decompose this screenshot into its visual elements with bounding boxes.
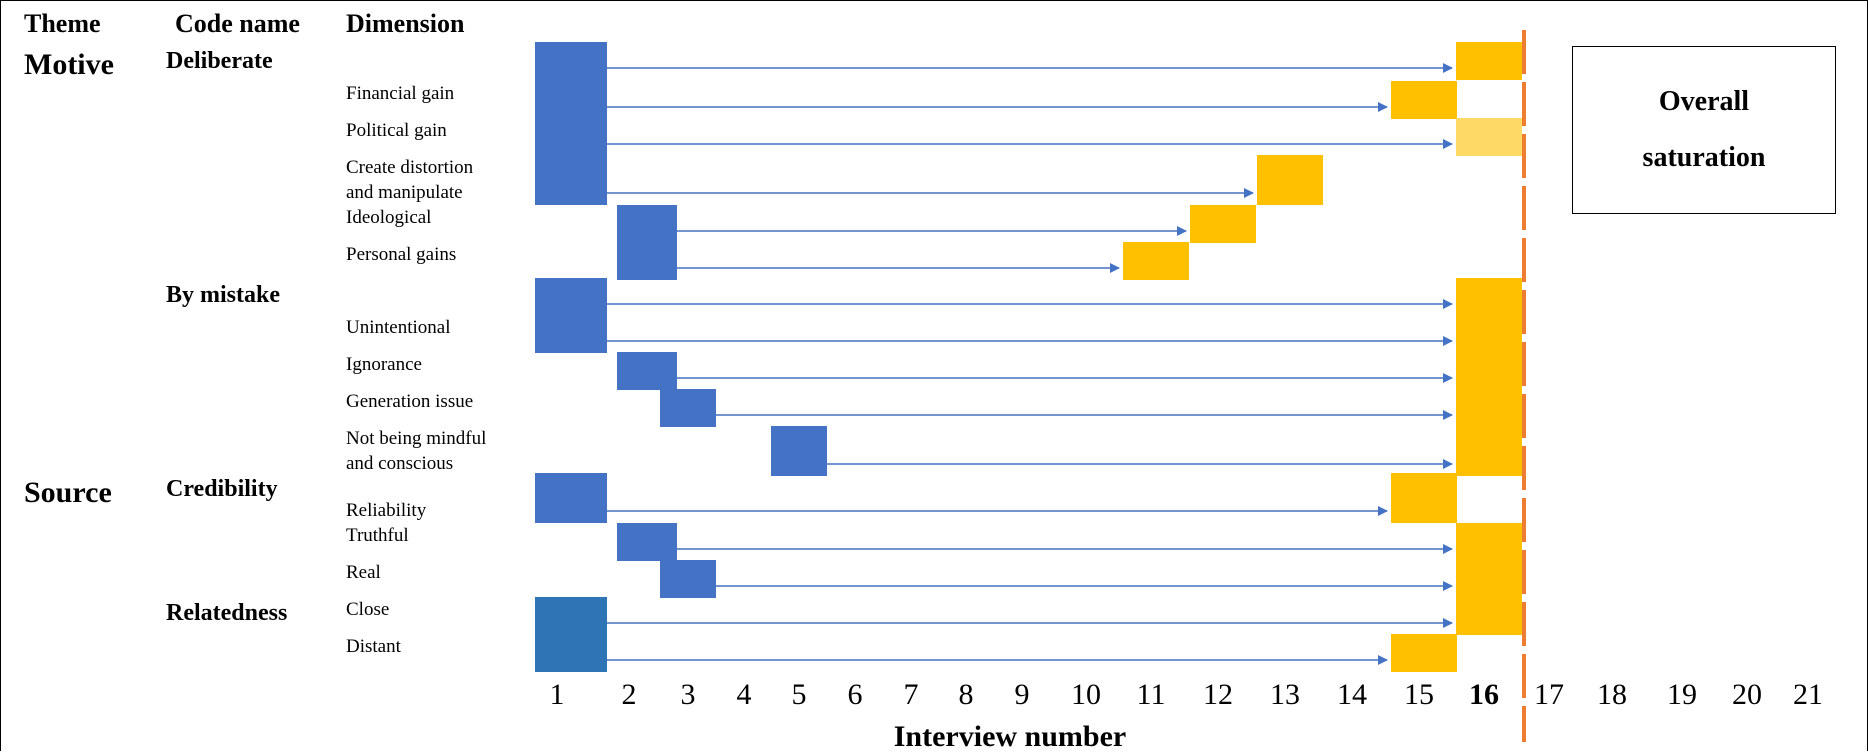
x-tick-label: 5: [791, 678, 807, 711]
x-axis-label: Interview number: [893, 720, 1127, 753]
dim-personal-gains: Personal gains: [346, 244, 457, 265]
dim-close: Close: [346, 599, 390, 620]
x-tick-label: 10: [1071, 678, 1101, 711]
saturation-block: [1123, 242, 1189, 280]
overall-saturation-line1: Overall: [1658, 86, 1750, 117]
code-by-mistake: By mistake: [166, 282, 280, 308]
x-tick-label: 9: [1014, 678, 1030, 711]
x-tick-label: 19: [1667, 678, 1697, 711]
header-code-name: Code name: [175, 9, 300, 38]
dim-not-being-mindful: Not being mindful: [346, 428, 487, 449]
dim-ideological: Ideological: [346, 207, 432, 228]
saturation-block: [1391, 473, 1457, 523]
dim-truthful: Truthful: [346, 525, 409, 546]
x-tick-label: 18: [1597, 678, 1627, 711]
dim-financial-gain: Financial gain: [346, 83, 455, 104]
saturation-block: [1456, 118, 1522, 156]
first-mention-block: [535, 473, 607, 523]
first-mention-block: [535, 597, 607, 672]
x-tick-label: 1: [549, 678, 565, 711]
dim-create-distortion: Create distortion: [346, 157, 474, 178]
saturation-block: [1456, 42, 1522, 80]
saturation-block: [1190, 205, 1256, 243]
first-mention-block: [660, 389, 716, 427]
x-tick-label: 16: [1469, 678, 1499, 711]
theme-motive: Motive: [24, 48, 114, 81]
x-tick-label: 21: [1793, 678, 1823, 711]
first-mention-block: [535, 278, 607, 353]
x-tick-label: 12: [1203, 678, 1233, 711]
first-mention-block: [771, 426, 827, 476]
saturation-block: [1391, 81, 1457, 119]
x-tick-label: 6: [847, 678, 863, 711]
first-mention-block: [617, 205, 677, 280]
saturation-block: [1456, 278, 1522, 476]
x-tick-label: 7: [903, 678, 919, 711]
theme-source: Source: [24, 476, 112, 509]
first-mention-block: [617, 523, 677, 561]
x-tick-label: 2: [621, 678, 637, 711]
x-tick-label: 17: [1534, 678, 1564, 711]
dim-political-gain: Political gain: [346, 120, 447, 141]
dim-ignorance: Ignorance: [346, 354, 422, 375]
code-deliberate: Deliberate: [166, 48, 273, 74]
code-credibility: Credibility: [166, 476, 278, 502]
x-tick-label: 15: [1404, 678, 1434, 711]
x-tick-label: 14: [1337, 678, 1367, 711]
first-mention-block: [535, 42, 607, 205]
dim-reliability: Reliability: [346, 500, 427, 521]
saturation-block: [1456, 523, 1522, 635]
dim-real: Real: [346, 562, 381, 583]
saturation-block: [1257, 155, 1323, 205]
overall-saturation-box: Overall saturation: [1572, 46, 1836, 214]
x-tick-label: 4: [736, 678, 752, 711]
overall-saturation-line2: saturation: [1642, 142, 1766, 173]
first-mention-block: [617, 352, 677, 390]
x-tick-label: 8: [958, 678, 974, 711]
dim-and-conscious: and conscious: [346, 453, 454, 474]
x-tick-label: 3: [680, 678, 696, 711]
dim-distant: Distant: [346, 636, 401, 657]
dim-unintentional: Unintentional: [346, 317, 451, 338]
x-tick-label: 11: [1136, 678, 1166, 711]
dim-and-manipulate: and manipulate: [346, 182, 463, 203]
code-relatedness: Relatedness: [166, 600, 288, 626]
x-tick-label: 13: [1270, 678, 1300, 711]
header-dimension: Dimension: [346, 9, 465, 38]
saturation-block: [1391, 634, 1457, 672]
dim-generation-issue: Generation issue: [346, 391, 474, 412]
header-theme: Theme: [24, 9, 101, 38]
x-tick-label: 20: [1732, 678, 1762, 711]
first-mention-block: [660, 560, 716, 598]
